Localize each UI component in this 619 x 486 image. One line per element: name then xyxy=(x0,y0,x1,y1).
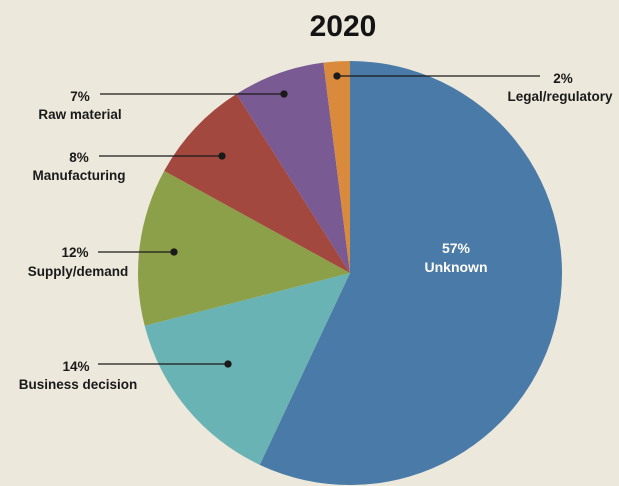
slice-unknown-label: Unknown xyxy=(425,259,488,275)
chart-title: 2020 xyxy=(310,10,377,43)
leader-dot-legal xyxy=(333,72,341,80)
slice-unknown-percent: 57% xyxy=(442,240,471,256)
pie-slice-raw-material xyxy=(236,62,350,273)
leader-dot-business-decision xyxy=(224,360,232,368)
leader-dot-raw-material xyxy=(280,90,288,98)
slice-raw-material-label: Raw material xyxy=(38,107,121,122)
leader-dot-manufacturing xyxy=(218,152,226,160)
slice-raw-material-percent: 7% xyxy=(70,89,90,104)
pie-slices xyxy=(138,61,562,486)
slice-legal-percent: 2% xyxy=(553,71,573,86)
slice-business-decision-percent: 14% xyxy=(62,359,89,374)
pie-slice-business-decision xyxy=(144,273,350,465)
leader-dot-supply-demand xyxy=(170,248,178,256)
slice-supply-demand-percent: 12% xyxy=(61,245,88,260)
pie-slice-unknown xyxy=(259,61,562,486)
pie-slice-manufacturing xyxy=(164,94,350,274)
slice-supply-demand-label: Supply/demand xyxy=(28,264,129,279)
slice-manufacturing-label: Manufacturing xyxy=(33,168,126,183)
leader-lines xyxy=(98,72,540,368)
pie-slice-supply-demand xyxy=(138,170,350,326)
slice-manufacturing-percent: 8% xyxy=(69,150,89,165)
slice-business-decision-label: Business decision xyxy=(19,377,138,392)
slice-legal-label: Legal/regulatory xyxy=(507,89,613,104)
pie-slice-legal-regulatory xyxy=(323,61,350,273)
